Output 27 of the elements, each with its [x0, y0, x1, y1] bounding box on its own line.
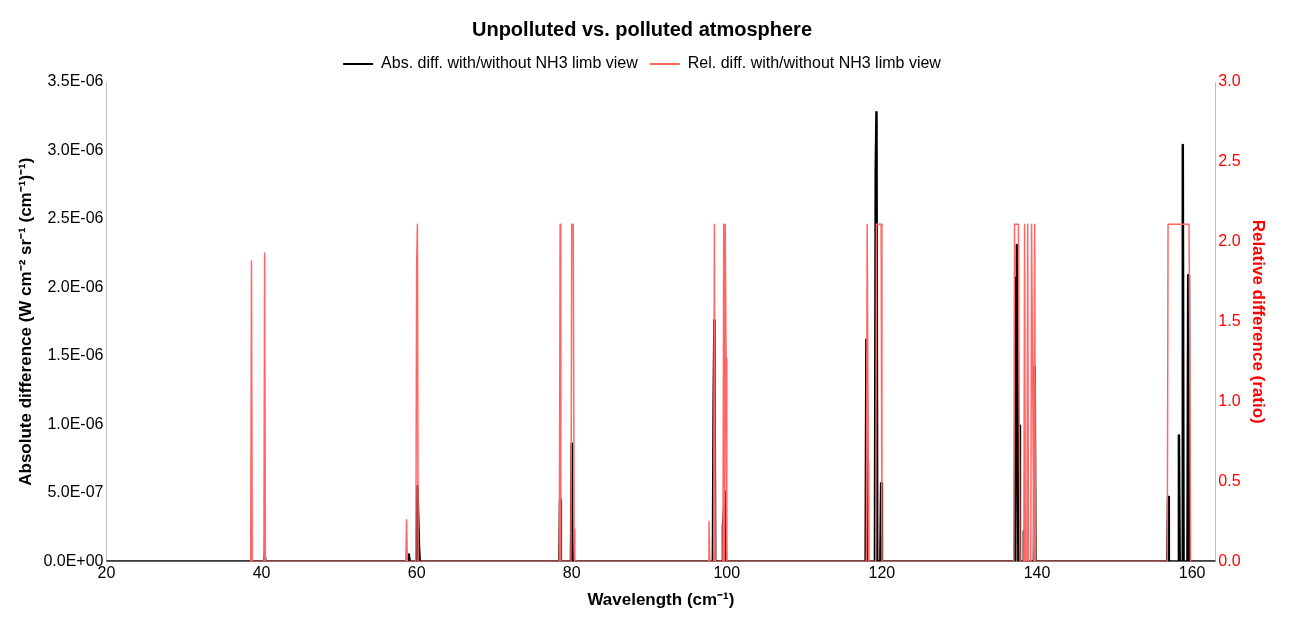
x-tick-label: 40 — [252, 564, 271, 582]
y-tick-label: 1.0E-06 — [47, 414, 104, 432]
y2-tick-label: 0.0 — [1218, 551, 1241, 569]
y2-tick-label: 3.0 — [1218, 72, 1241, 90]
x-tick-label: 140 — [1023, 564, 1051, 582]
y-tick-label: 2.5E-06 — [47, 209, 104, 227]
x-axis-title: Wavelength (cm⁻¹) — [587, 590, 735, 610]
x-tick-label: 120 — [868, 564, 896, 582]
legend-label: Abs. diff. with/without NH3 limb view — [381, 54, 639, 72]
chart-title: Unpolluted vs. polluted atmosphere — [471, 17, 813, 40]
y2-tick-label: 2.0 — [1218, 232, 1241, 250]
x-tick-label: 160 — [1178, 564, 1206, 582]
y-axis-title: Absolute difference (W cm⁻² sr⁻¹ (cm⁻¹)⁻¹) — [15, 157, 35, 486]
y-tick-label: 3.5E-06 — [47, 72, 104, 90]
x-tick-label: 100 — [713, 564, 741, 582]
legend-label: Rel. diff. with/without NH3 limb view — [687, 54, 942, 72]
y2-tick-label: 1.5 — [1218, 312, 1241, 330]
y2-tick-label: 0.5 — [1218, 471, 1241, 489]
y2-tick-label: 2.5 — [1218, 152, 1241, 170]
y2-tick-label: 1.0 — [1218, 392, 1241, 410]
x-tick-label: 80 — [562, 564, 581, 582]
x-tick-label: 60 — [407, 564, 426, 582]
y-tick-label: 5.0E-07 — [47, 483, 104, 501]
y2-axis-title: Relative difference (ratio) — [1249, 219, 1269, 424]
y-tick-label: 1.5E-06 — [47, 346, 104, 364]
y-tick-label: 3.0E-06 — [47, 140, 104, 158]
y-tick-label: 2.0E-06 — [47, 277, 104, 295]
